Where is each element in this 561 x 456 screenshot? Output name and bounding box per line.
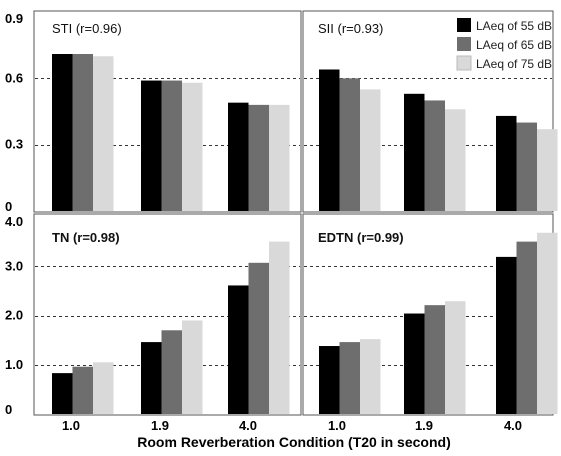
bar-1.0-3	[360, 89, 381, 211]
bar-1.9-1	[141, 342, 162, 414]
bar-1.9-2	[161, 80, 182, 212]
bar-1.0-3	[360, 339, 381, 414]
bar-1.0-2	[339, 342, 360, 414]
legend-swatch	[457, 18, 471, 32]
bar-1.0-3	[93, 56, 114, 211]
bar-4.0-2	[516, 241, 537, 414]
bar-4.0-1	[496, 256, 517, 414]
bar-1.9-3	[182, 82, 203, 211]
bar-1.0-2	[339, 78, 360, 211]
bar-1.0-2	[72, 366, 93, 414]
bar-4.0-2	[248, 262, 269, 414]
bar-4.0-1	[496, 115, 517, 211]
legend-label: LAeq of 75 dB	[476, 57, 552, 71]
bar-1.0-1	[52, 373, 73, 414]
x-tick-label: 4.0	[504, 418, 522, 433]
bar-4.0-3	[269, 104, 290, 211]
y-tick-label: 2.0	[5, 308, 23, 323]
x-axis-label: Room Reverberation Condition (T20 in sec…	[137, 434, 450, 450]
bar-1.9-3	[445, 109, 466, 211]
panel-1: STI (r=0.96) 0 0.3 0.6 0.9	[5, 10, 302, 214]
x-tick-label: 1.0	[328, 418, 346, 433]
bar-4.0-2	[516, 122, 537, 211]
panels-group: STI (r=0.96) 0 0.3 0.6 0.9 SII (r=0.93) TN (r=…	[5, 10, 558, 433]
bar-1.0-2	[72, 54, 93, 212]
panel-title: EDTN (r=0.99)	[318, 230, 404, 245]
bar-1.0-1	[52, 54, 73, 212]
y-tick-label: 1.0	[5, 357, 23, 372]
panel-3: TN (r=0.98) 0 1.0 2.0 3.0 4.0 1.0 1.9 4.0	[5, 213, 302, 433]
legend-label: LAeq of 55 dB	[476, 19, 552, 33]
legend: LAeq of 55 dB LAeq of 65 dB LAeq of 75 dB	[452, 12, 552, 71]
panel-title: STI (r=0.96)	[52, 21, 122, 36]
x-tick-label: 1.0	[62, 418, 80, 433]
y-tick-label: 0.3	[5, 137, 23, 152]
bar-1.0-1	[319, 69, 340, 211]
legend-label: LAeq of 65 dB	[476, 38, 552, 52]
bar-4.0-1	[228, 102, 249, 211]
panel-2: SII (r=0.93)	[302, 10, 558, 213]
y-tick-label: 0.9	[5, 11, 23, 26]
bar-1.9-1	[141, 80, 162, 212]
y-tick-label: 0	[5, 402, 12, 417]
bar-1.9-2	[424, 100, 445, 211]
bar-1.0-3	[93, 362, 114, 414]
y-tick-label: 0	[5, 199, 12, 214]
bar-4.0-3	[269, 241, 290, 414]
panel-title: SII (r=0.93)	[318, 21, 383, 36]
x-tick-label: 1.9	[415, 418, 433, 433]
bar-4.0-3	[537, 129, 558, 211]
x-tick-label: 1.9	[151, 418, 169, 433]
y-tick-label: 3.0	[5, 258, 23, 273]
panel-title: TN (r=0.98)	[52, 230, 120, 245]
bar-1.9-2	[424, 305, 445, 414]
bar-1.9-3	[182, 320, 203, 414]
bar-1.9-3	[445, 301, 466, 414]
bar-1.0-1	[319, 346, 340, 414]
legend-swatch	[456, 55, 472, 71]
legend-swatch	[457, 37, 471, 51]
bar-1.9-1	[404, 313, 425, 414]
bar-4.0-2	[248, 104, 269, 211]
bar-4.0-3	[537, 232, 558, 414]
y-tick-label: 0.6	[5, 70, 23, 85]
bar-1.9-1	[404, 93, 425, 211]
bar-1.9-2	[161, 330, 182, 414]
x-tick-label: 4.0	[239, 418, 257, 433]
bar-4.0-1	[228, 285, 249, 414]
panel-4: EDTN (r=0.99) 1.0 1.9 4.0	[302, 213, 558, 433]
y-tick-label: 4.0	[5, 214, 23, 229]
